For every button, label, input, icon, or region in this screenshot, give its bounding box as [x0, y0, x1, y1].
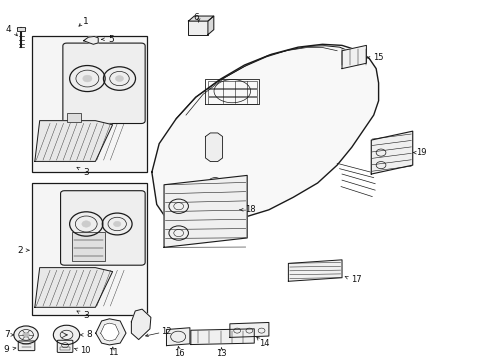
FancyBboxPatch shape — [57, 340, 73, 352]
Polygon shape — [35, 121, 112, 161]
Polygon shape — [166, 328, 189, 346]
Circle shape — [53, 325, 80, 345]
Text: 6: 6 — [193, 13, 198, 22]
Circle shape — [113, 221, 121, 227]
Polygon shape — [207, 16, 213, 35]
Bar — [207, 81, 256, 88]
Polygon shape — [163, 175, 246, 247]
Polygon shape — [188, 16, 213, 21]
FancyBboxPatch shape — [18, 341, 35, 351]
Bar — [207, 89, 256, 96]
Text: 1: 1 — [83, 17, 89, 26]
FancyBboxPatch shape — [63, 43, 145, 123]
Text: 17: 17 — [350, 275, 361, 284]
Bar — [188, 21, 207, 35]
Text: 11: 11 — [107, 348, 118, 357]
Text: 2: 2 — [18, 246, 23, 255]
Polygon shape — [101, 323, 119, 341]
Polygon shape — [131, 309, 151, 339]
Text: 14: 14 — [258, 339, 269, 348]
Polygon shape — [83, 36, 98, 44]
Text: 12: 12 — [161, 327, 171, 336]
Text: 8: 8 — [86, 330, 92, 339]
Circle shape — [22, 332, 29, 337]
Text: 13: 13 — [216, 349, 226, 358]
Text: 10: 10 — [80, 346, 90, 355]
Circle shape — [82, 75, 92, 82]
Polygon shape — [205, 133, 222, 162]
Bar — [67, 113, 81, 122]
Polygon shape — [288, 260, 341, 281]
Text: 9: 9 — [4, 345, 9, 354]
Text: 5: 5 — [108, 35, 114, 44]
Text: 3: 3 — [77, 311, 89, 320]
Circle shape — [81, 221, 90, 227]
Bar — [72, 232, 104, 261]
Polygon shape — [229, 323, 268, 337]
FancyBboxPatch shape — [61, 191, 145, 265]
Polygon shape — [35, 267, 112, 307]
Text: 7: 7 — [5, 330, 10, 339]
Polygon shape — [341, 45, 366, 69]
Polygon shape — [96, 319, 126, 345]
Bar — [17, 27, 25, 31]
Polygon shape — [152, 44, 378, 226]
Polygon shape — [370, 131, 412, 174]
Text: 18: 18 — [245, 205, 256, 214]
Text: 16: 16 — [174, 349, 184, 358]
Bar — [32, 36, 147, 172]
Text: 15: 15 — [372, 53, 383, 62]
Polygon shape — [190, 329, 254, 345]
Text: 3: 3 — [77, 167, 89, 177]
Bar — [32, 183, 147, 315]
Bar — [60, 347, 70, 350]
Circle shape — [115, 76, 123, 81]
Text: 4: 4 — [6, 25, 11, 34]
Circle shape — [14, 326, 38, 344]
Text: 19: 19 — [415, 148, 426, 157]
Bar — [207, 97, 256, 104]
